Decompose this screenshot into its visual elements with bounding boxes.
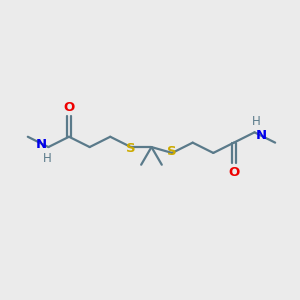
Text: N: N [36,138,47,151]
Text: H: H [252,115,260,128]
Text: O: O [63,101,75,114]
Text: N: N [256,129,267,142]
Text: H: H [43,152,51,165]
Text: O: O [228,166,239,178]
Text: S: S [167,145,177,158]
Text: S: S [126,142,136,155]
